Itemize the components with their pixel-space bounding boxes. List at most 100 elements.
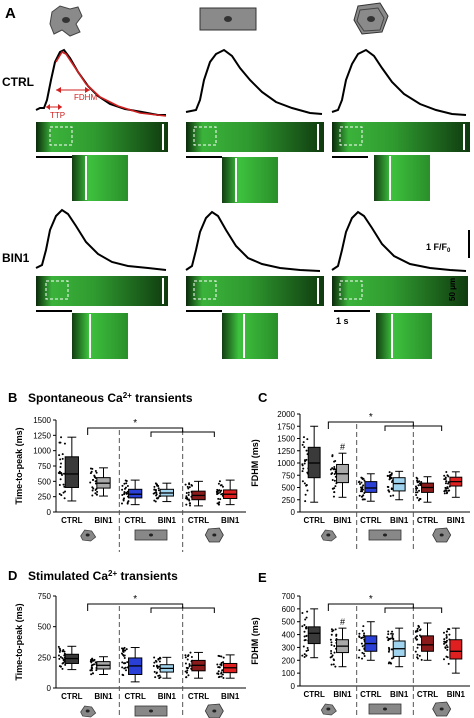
data-point: [335, 634, 338, 637]
data-point: [58, 484, 61, 487]
data-point: [157, 489, 160, 492]
significance-bracket: [384, 607, 443, 613]
data-point: [184, 656, 187, 659]
data-point: [60, 494, 63, 497]
data-point: [360, 481, 363, 484]
y-tick-label: 300: [282, 643, 296, 652]
data-point: [187, 487, 190, 490]
data-point: [415, 487, 418, 490]
y-tick-label: 100: [282, 669, 296, 678]
data-point: [301, 470, 304, 473]
data-point: [217, 482, 220, 485]
scale-length: 50 μm: [448, 278, 457, 301]
data-point: [59, 649, 62, 652]
data-point: [188, 663, 191, 666]
data-point: [362, 484, 365, 487]
data-point: [443, 492, 446, 495]
data-point: [388, 649, 391, 652]
data-point: [301, 611, 304, 614]
data-point: [220, 661, 223, 664]
data-point: [121, 488, 124, 491]
chart-panel-d: 0 250 500 750 Time-to-peak (ms) CTRL BIN1 CTRL B…: [14, 592, 246, 718]
data-point: [221, 485, 224, 488]
data-point: [334, 485, 337, 488]
data-point: [59, 458, 62, 461]
data-point: [62, 491, 65, 494]
data-point: [445, 644, 448, 647]
data-point: [57, 654, 60, 657]
data-point: [305, 449, 308, 452]
data-point: [333, 644, 336, 647]
y-tick-label: 1750: [277, 422, 295, 431]
data-point: [123, 646, 126, 649]
scale-amplitude-sub: 0: [447, 248, 451, 254]
data-point: [220, 671, 223, 674]
data-point: [90, 673, 93, 676]
data-point: [187, 498, 190, 501]
data-point: [218, 666, 221, 669]
inset-bin1-rod: [222, 313, 278, 359]
data-point: [187, 674, 190, 677]
y-tick-label: 750: [38, 592, 52, 601]
data-point: [121, 661, 124, 664]
data-point: [387, 639, 390, 642]
data-point: [391, 635, 394, 638]
data-point: [153, 656, 156, 659]
data-point: [155, 672, 158, 675]
data-point: [361, 498, 364, 501]
data-point: [415, 489, 418, 492]
data-point: [446, 487, 449, 490]
scale-amplitude: 1 F/F: [426, 242, 448, 252]
cell-icon-hexagonal: [353, 2, 389, 35]
data-point: [415, 476, 418, 479]
data-point: [447, 481, 450, 484]
data-point: [184, 662, 187, 665]
panel-b-title-main: Spontaneous Ca: [28, 391, 123, 405]
data-point: [331, 467, 334, 470]
nucleus-dot: [439, 707, 444, 711]
data-point: [305, 634, 308, 637]
data-point: [125, 491, 128, 494]
data-point: [303, 462, 306, 465]
data-point: [303, 653, 306, 656]
data-point: [91, 489, 94, 492]
trace-bin1-rod: [185, 210, 321, 272]
data-point: [416, 653, 419, 656]
data-point: [57, 645, 60, 648]
data-point: [61, 657, 64, 660]
data-point: [358, 649, 361, 652]
data-point: [216, 663, 219, 666]
data-point: [390, 481, 393, 484]
data-point: [444, 646, 447, 649]
data-point: [123, 482, 126, 485]
data-point: [158, 674, 161, 677]
hash-annotation: #: [340, 617, 345, 627]
data-point: [186, 498, 189, 501]
data-point: [443, 478, 446, 481]
data-point: [123, 487, 126, 490]
data-point: [416, 643, 419, 646]
y-tick-label: 700: [282, 592, 296, 601]
svg-text:1 F/F0: 1 F/F0: [426, 242, 451, 254]
nucleus-dot: [85, 709, 90, 713]
data-point: [388, 471, 391, 474]
data-point: [305, 616, 308, 619]
data-point: [64, 490, 67, 493]
data-point: [357, 656, 360, 659]
data-point: [188, 664, 191, 667]
significance-bracket: [327, 421, 414, 429]
data-point: [446, 474, 449, 477]
data-point: [414, 485, 417, 488]
significance-star: *: [369, 594, 373, 605]
data-point: [122, 650, 125, 653]
nucleus-dot: [85, 533, 90, 537]
box: [307, 626, 321, 645]
data-point: [123, 667, 126, 670]
data-point: [445, 636, 448, 639]
data-point: [94, 492, 97, 495]
data-point: [418, 634, 421, 637]
data-point: [185, 503, 188, 506]
data-point: [217, 676, 220, 679]
data-point: [124, 669, 127, 672]
category-label: BIN1: [333, 690, 352, 699]
